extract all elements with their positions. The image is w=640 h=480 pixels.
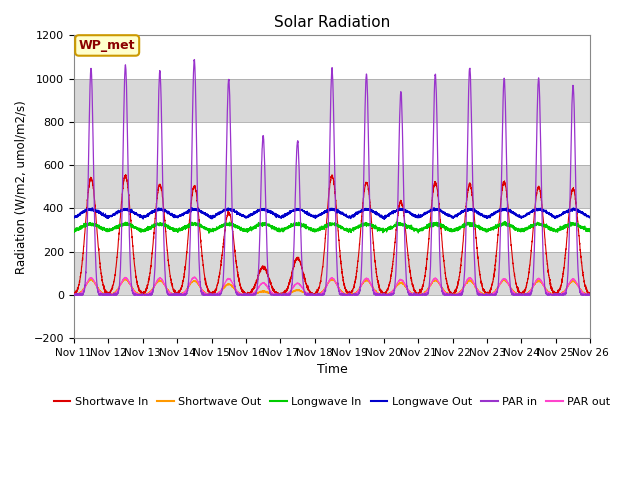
Text: WP_met: WP_met bbox=[79, 39, 136, 52]
Y-axis label: Radiation (W/m2, umol/m2/s): Radiation (W/m2, umol/m2/s) bbox=[15, 100, 28, 274]
Bar bbox=[74, 79, 590, 122]
Title: Solar Radiation: Solar Radiation bbox=[274, 15, 390, 30]
X-axis label: Time: Time bbox=[317, 363, 348, 376]
Bar bbox=[74, 165, 590, 208]
Bar bbox=[74, 252, 590, 295]
Legend: Shortwave In, Shortwave Out, Longwave In, Longwave Out, PAR in, PAR out: Shortwave In, Shortwave Out, Longwave In… bbox=[49, 392, 615, 411]
